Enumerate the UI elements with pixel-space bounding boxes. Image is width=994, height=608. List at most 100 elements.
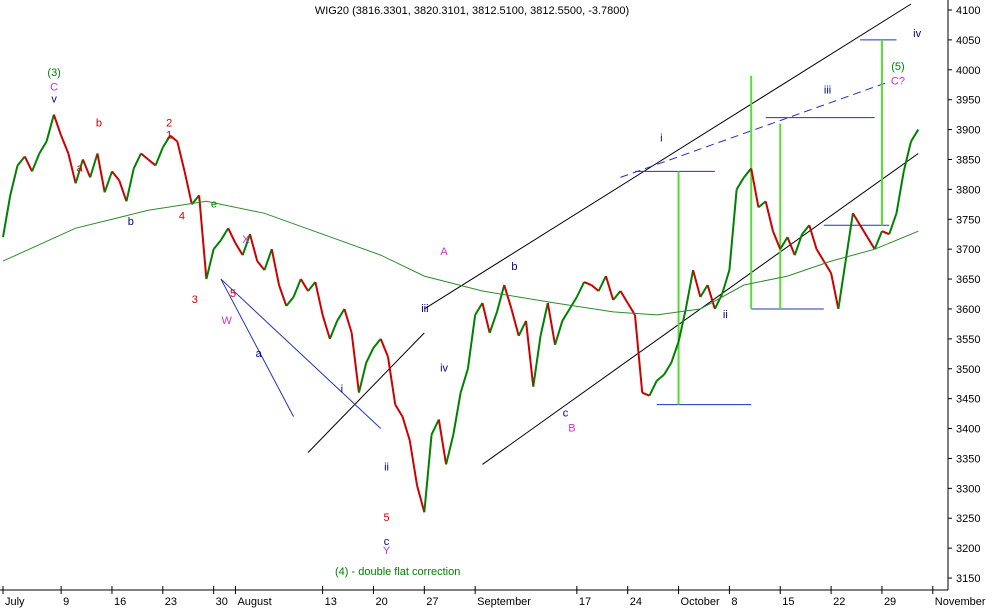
- price-segment: [89, 153, 99, 178]
- price-segment: [9, 165, 19, 196]
- wave-label: W: [222, 315, 233, 327]
- price-segment: [125, 168, 135, 202]
- price-segment: [328, 320, 339, 340]
- price-segment: [619, 290, 629, 304]
- price-segment: [270, 248, 281, 286]
- price-segment: [793, 233, 803, 256]
- y-tick-label: 3500: [956, 364, 980, 376]
- wedge-line: [220, 278, 295, 417]
- price-segment: [902, 141, 912, 172]
- price-segment: [684, 269, 695, 310]
- wave-label: X: [242, 234, 250, 246]
- price-segment: [16, 155, 26, 167]
- price-segment: [299, 278, 309, 292]
- price-segment: [176, 141, 186, 172]
- x-axis: July 9 16 23 30 August 13 20 27 September 17 24 Octo…: [2, 586, 986, 608]
- y-tick-label: 4100: [956, 5, 980, 17]
- price-segment: [604, 275, 615, 301]
- price-segment: [321, 314, 331, 340]
- price-segment: [488, 311, 498, 334]
- price-segment: [314, 281, 324, 316]
- price-segment: [866, 236, 876, 250]
- price-segment: [372, 338, 382, 349]
- wave-label: iv: [440, 363, 448, 375]
- wave-label: 5: [383, 512, 389, 524]
- x-tick-label: 20: [375, 596, 387, 608]
- wave-label: (5): [891, 61, 904, 73]
- price-segment: [227, 227, 237, 244]
- y-tick-label: 3950: [956, 95, 980, 107]
- wave-label: i: [660, 133, 662, 145]
- wave-label: Y: [383, 545, 391, 557]
- price-segment: [546, 302, 557, 346]
- price-segment: [154, 147, 164, 166]
- price-segment: [808, 224, 818, 250]
- price-segment: [888, 212, 898, 235]
- x-tick-label: 27: [426, 596, 438, 608]
- price-segment: [452, 392, 462, 435]
- price-segment: [416, 485, 426, 513]
- price-segment: [285, 296, 295, 307]
- x-tick-label: 30: [216, 596, 228, 608]
- price-segment: [910, 129, 920, 143]
- price-segment: [437, 419, 448, 465]
- price-segment: [663, 362, 673, 376]
- moving-average-line: [2, 200, 919, 316]
- x-tick-label: November: [935, 596, 986, 608]
- price-segment: [830, 272, 840, 310]
- x-tick-label: 9: [63, 596, 69, 608]
- price-segment: [503, 284, 513, 310]
- price-segment: [205, 248, 215, 280]
- y-tick-label: 3600: [956, 304, 980, 316]
- price-segment: [561, 308, 571, 322]
- wave-label: v: [51, 94, 57, 106]
- price-segment: [394, 404, 404, 418]
- y-tick-label: 3450: [956, 394, 980, 406]
- price-segment: [103, 171, 113, 193]
- y-axis: 3150 3200 3250 3300 3350 3400 3450 3500 3550 3600…: [948, 5, 980, 585]
- price-segment: [641, 391, 650, 397]
- x-tick-label: 29: [884, 596, 896, 608]
- price-segment: [161, 135, 171, 149]
- price-segment: [852, 212, 862, 226]
- x-tick-label: August: [237, 596, 271, 608]
- wave-label: c: [563, 408, 569, 420]
- wave-label: 5: [230, 288, 236, 300]
- wave-label: b: [128, 216, 134, 228]
- price-segment: [481, 302, 491, 334]
- price-segment: [191, 194, 200, 205]
- wave-label: b: [96, 118, 102, 130]
- price-segment: [132, 153, 142, 169]
- price-segment: [67, 153, 77, 184]
- y-tick-label: 3550: [956, 334, 980, 346]
- wave-label: c: [384, 536, 390, 548]
- price-segment: [241, 233, 251, 256]
- price-segment: [801, 224, 811, 235]
- y-tick-label: 3750: [956, 214, 980, 226]
- price-segment: [379, 338, 389, 358]
- wave-label: i: [341, 384, 343, 396]
- wave-label: e: [211, 198, 217, 210]
- price-segment: [466, 314, 477, 369]
- price-segment: [656, 373, 665, 382]
- price-segment: [365, 347, 375, 364]
- price-segment: [60, 135, 70, 154]
- y-tick-label: 3300: [956, 483, 980, 495]
- price-segment: [699, 284, 709, 298]
- price-segment: [713, 293, 724, 310]
- y-tick-label: 3400: [956, 424, 980, 436]
- price-segment: [423, 434, 433, 513]
- price-segment: [169, 134, 178, 143]
- wave-label: C: [50, 82, 58, 94]
- price-segment: [517, 320, 527, 337]
- price-segment: [278, 284, 288, 307]
- price-segment: [743, 167, 752, 179]
- price-segment: [844, 213, 854, 262]
- price-segment: [575, 281, 586, 298]
- price-segment: [764, 201, 774, 232]
- price-segment: [597, 275, 607, 292]
- price-segment: [52, 114, 63, 136]
- price-segment: [859, 224, 869, 238]
